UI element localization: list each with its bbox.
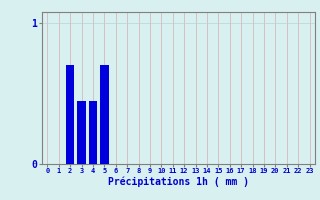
Bar: [89, 101, 97, 164]
X-axis label: Précipitations 1h ( mm ): Précipitations 1h ( mm ): [108, 177, 249, 187]
Bar: [77, 101, 86, 164]
Bar: [100, 65, 108, 164]
Bar: [66, 65, 74, 164]
